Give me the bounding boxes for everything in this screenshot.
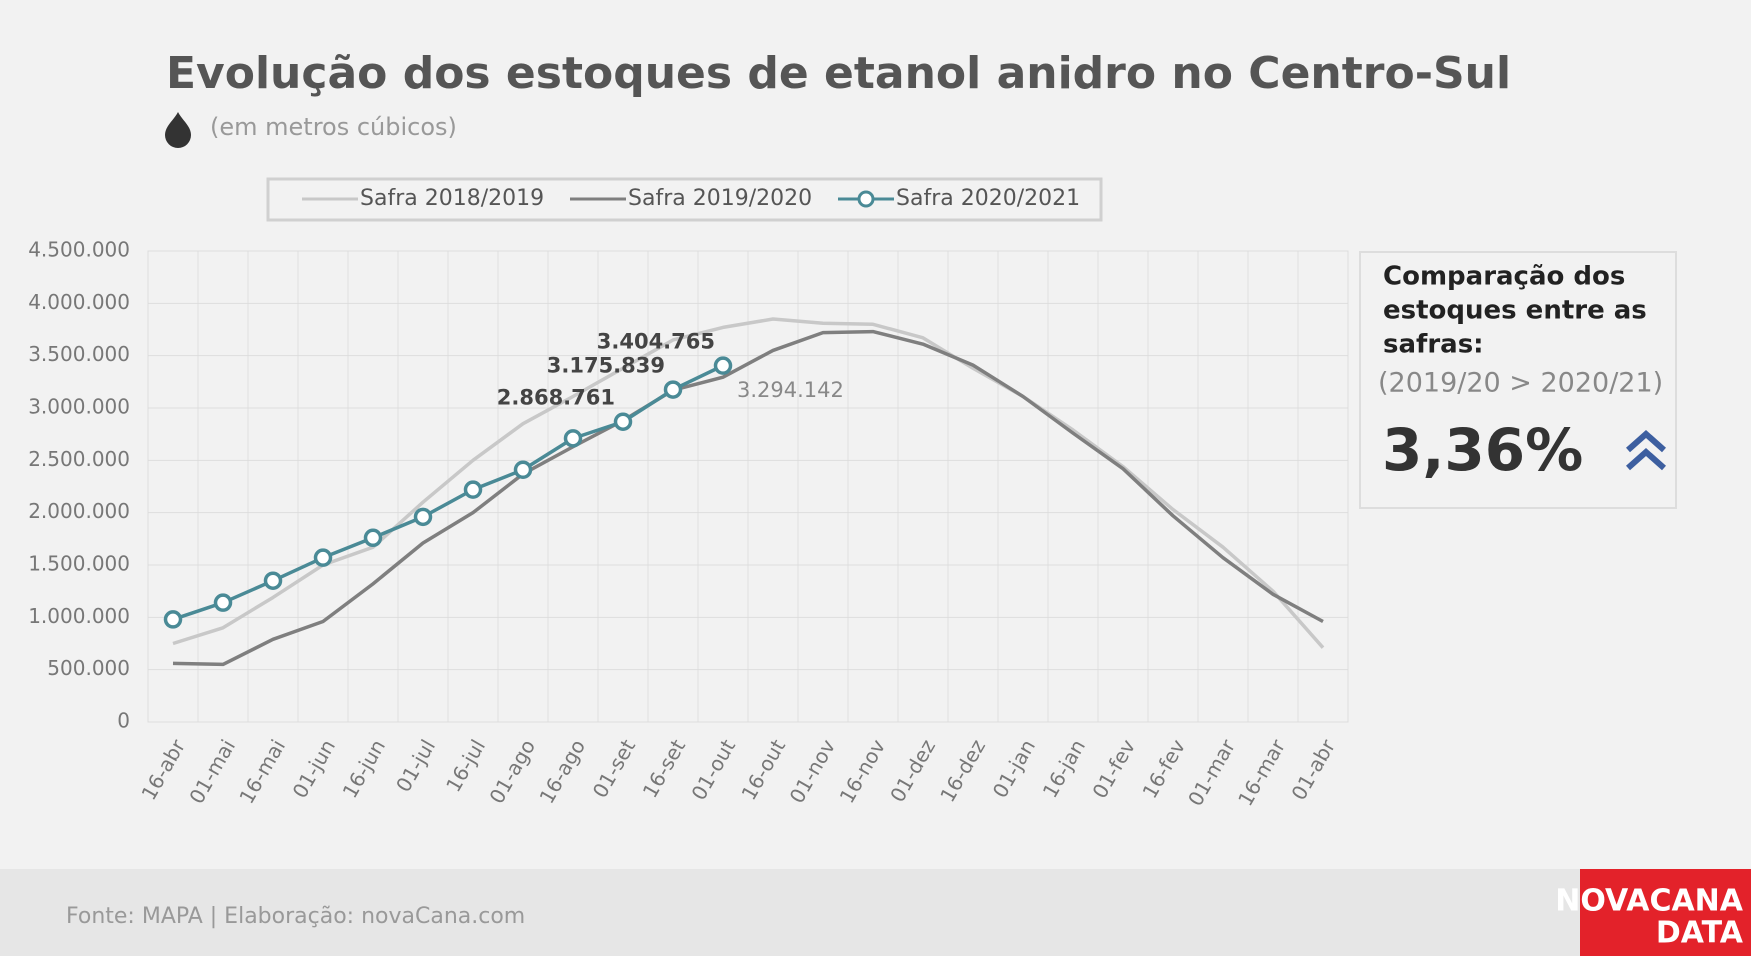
x-tick-label: 01-jul bbox=[391, 735, 440, 796]
x-tick-label: 01-nov bbox=[785, 735, 841, 807]
marker bbox=[213, 593, 233, 612]
x-tick-label: 01-mar bbox=[1183, 735, 1240, 811]
data-label: 3.294.142 bbox=[737, 378, 844, 402]
footer bbox=[0, 869, 1751, 956]
y-tick-label: 3.000.000 bbox=[28, 395, 130, 419]
marker bbox=[563, 429, 583, 448]
y-tick-label: 3.500.000 bbox=[28, 342, 130, 366]
x-tick-label: 01-set bbox=[588, 735, 640, 802]
panel-value: 3,36% bbox=[1382, 416, 1583, 484]
side-panel bbox=[1359, 251, 1677, 509]
x-tick-label: 16-ago bbox=[534, 735, 590, 808]
legend-label: Safra 2018/2019 bbox=[360, 186, 544, 211]
x-tick-label: 16-set bbox=[638, 735, 690, 802]
y-tick-label: 1.000.000 bbox=[28, 604, 130, 628]
series-line bbox=[172, 317, 1325, 649]
logo bbox=[1580, 869, 1751, 956]
x-tick-label: 01-ago bbox=[484, 735, 540, 808]
marker bbox=[613, 412, 633, 431]
up-icon bbox=[1626, 429, 1666, 471]
data-label: 3.175.839 bbox=[547, 354, 665, 378]
drop-icon bbox=[165, 112, 191, 148]
marker bbox=[413, 507, 433, 527]
y-tick-label: 4.000.000 bbox=[28, 290, 130, 314]
x-tick-label: 16-jul bbox=[441, 735, 490, 796]
legend-marker bbox=[857, 190, 875, 208]
panel-title: Comparação dos bbox=[1383, 262, 1625, 292]
source: Fonte: MAPA | Elaboração: novaCana.com bbox=[66, 904, 525, 929]
panel-subtitle: (2019/20 > 2020/21) bbox=[1378, 368, 1663, 399]
x-tick-label: 16-abr bbox=[136, 735, 190, 805]
marker bbox=[713, 356, 733, 375]
marker bbox=[463, 480, 483, 499]
series-line bbox=[172, 329, 1324, 667]
marker bbox=[513, 460, 533, 480]
x-tick-label: 01-abr bbox=[1286, 735, 1340, 805]
y-tick-label: 1.500.000 bbox=[28, 552, 130, 576]
panel-title: estoques entre as bbox=[1383, 296, 1647, 326]
logo-text: DATA bbox=[1656, 916, 1744, 951]
x-tick-label: 01-jun bbox=[288, 735, 341, 802]
data-label: 2.868.761 bbox=[497, 386, 615, 410]
y-tick-label: 2.500.000 bbox=[28, 447, 130, 471]
data-label: 3.404.765 bbox=[597, 330, 715, 354]
legend-label: Safra 2019/2020 bbox=[628, 186, 812, 211]
x-tick-label: 01-out bbox=[686, 735, 740, 804]
y-tick-label: 4.500.000 bbox=[28, 238, 130, 262]
x-tick-label: 16-jan bbox=[1038, 735, 1090, 802]
chart-title: Evolução dos estoques de etanol anidro n… bbox=[166, 48, 1511, 99]
x-tick-label: 01-dez bbox=[885, 735, 940, 806]
panel-title: safras: bbox=[1383, 330, 1484, 360]
marker bbox=[163, 610, 183, 629]
subtitle: (em metros cúbicos) bbox=[210, 113, 457, 141]
legend-box bbox=[266, 177, 1103, 222]
x-tick-label: 16-out bbox=[736, 735, 790, 804]
x-tick-label: 01-mai bbox=[184, 735, 240, 808]
x-tick-label: 16-mai bbox=[234, 735, 290, 808]
y-tick-label: 500.000 bbox=[47, 656, 130, 680]
x-tick-label: 01-jan bbox=[988, 735, 1040, 802]
legend-label: Safra 2020/2021 bbox=[896, 186, 1080, 211]
x-tick-label: 01-fev bbox=[1087, 735, 1140, 802]
marker bbox=[263, 571, 283, 590]
x-tick-label: 16-fev bbox=[1137, 735, 1190, 802]
x-tick-label: 16-mar bbox=[1233, 735, 1290, 811]
marker bbox=[663, 380, 683, 399]
x-tick-label: 16-jun bbox=[338, 735, 391, 802]
y-tick-label: 2.000.000 bbox=[28, 499, 130, 523]
logo-text: NOVACANA bbox=[1555, 884, 1744, 919]
x-tick-label: 16-nov bbox=[835, 735, 891, 807]
marker bbox=[313, 548, 333, 567]
y-tick-label: 0 bbox=[117, 709, 130, 733]
x-tick-label: 16-dez bbox=[935, 735, 990, 806]
marker bbox=[363, 528, 383, 548]
